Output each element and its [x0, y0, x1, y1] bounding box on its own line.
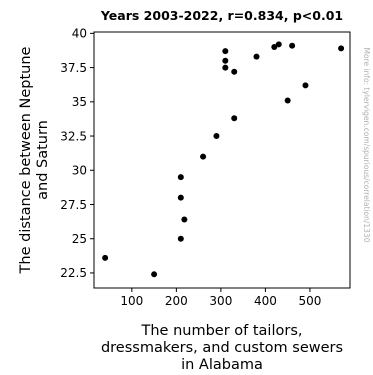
data-point [302, 82, 309, 89]
x-axis: 100 200 300 400 500 [120, 288, 321, 308]
x-axis-label: The number of tailors, dressmakers, and c… [101, 323, 343, 373]
data-point [271, 44, 278, 51]
y-tick-label: 32.5 [60, 129, 87, 143]
x-tick-label: 300 [209, 294, 232, 308]
y-tick-label: 37.5 [60, 61, 87, 75]
data-point [222, 64, 229, 71]
data-point [177, 194, 184, 201]
y-tick-label: 40 [72, 27, 87, 41]
data-point [289, 42, 296, 49]
y-tick-label: 27.5 [60, 198, 87, 212]
data-point [181, 216, 188, 223]
x-axis-label-line: in Alabama [181, 357, 263, 373]
data-point [222, 48, 229, 55]
data-point [177, 235, 184, 242]
data-point [200, 153, 207, 160]
data-point [222, 57, 229, 64]
y-axis: 22.5 25 27.5 30 32.5 35 37.5 40 [60, 27, 94, 280]
x-axis-label-line: The number of tailors, [141, 323, 303, 339]
x-axis-label-line: dressmakers, and custom sewers [101, 340, 343, 356]
y-tick-label: 22.5 [60, 266, 87, 280]
y-axis-label: The distance between Neptuneand Saturn [18, 46, 51, 274]
data-point [338, 45, 345, 52]
y-tick-label: 30 [72, 164, 87, 178]
plot-area-frame [93, 31, 351, 289]
x-tick-label: 200 [165, 294, 188, 308]
y-axis-label-line: The distance between Neptune [18, 46, 34, 274]
y-axis-label-line: and Saturn [35, 120, 51, 200]
source-watermark: More info: tylervigen.com/spurious/corre… [362, 48, 371, 243]
x-tick-label: 500 [298, 294, 321, 308]
data-points [102, 41, 345, 278]
data-point [231, 68, 238, 75]
x-tick-label: 400 [254, 294, 277, 308]
y-tick-label: 25 [72, 232, 87, 246]
data-point [253, 53, 260, 60]
data-point [284, 97, 291, 104]
data-point [102, 254, 109, 261]
y-tick-label: 35 [72, 95, 87, 109]
data-point [151, 271, 158, 278]
data-point [177, 174, 184, 181]
data-point [231, 115, 238, 122]
chart-title: Years 2003-2022, r=0.834, p<0.01 [100, 8, 343, 23]
x-tick-label: 100 [120, 294, 143, 308]
data-point [213, 133, 220, 140]
data-point [275, 41, 282, 48]
